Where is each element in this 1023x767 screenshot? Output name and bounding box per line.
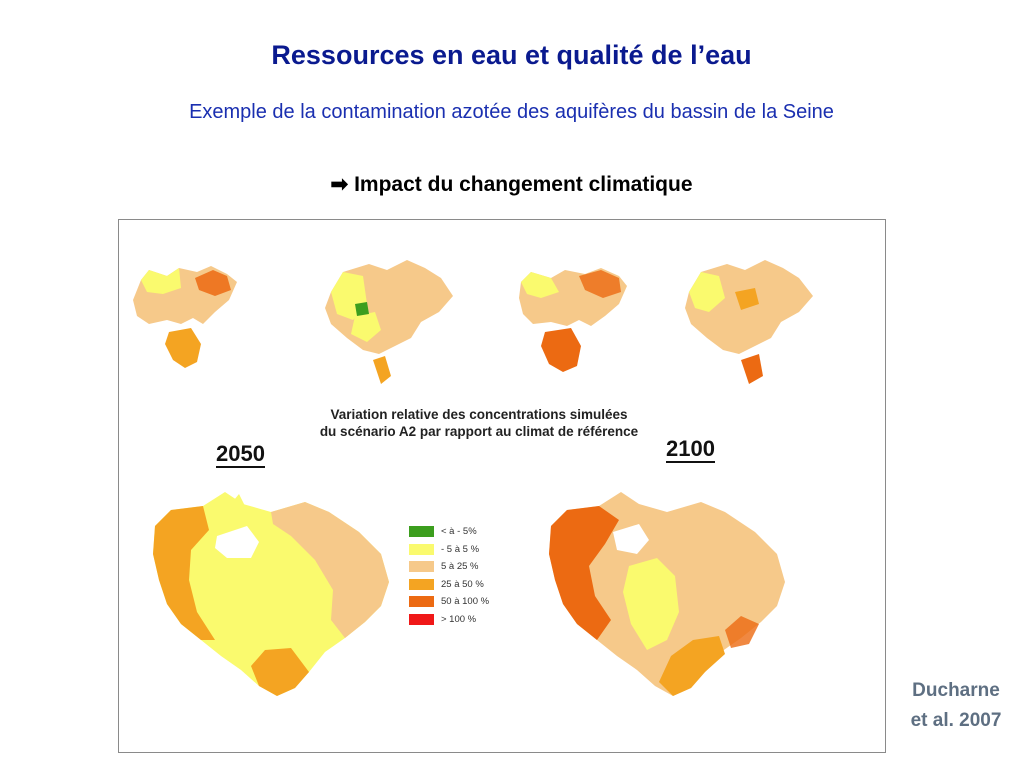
legend-swatch — [409, 526, 434, 538]
arrow-right-icon: ➡ — [330, 173, 349, 196]
legend-swatch — [409, 613, 434, 625]
legend-item: > 100 % — [409, 611, 489, 629]
legend-swatch — [409, 543, 434, 555]
credit-line-1: Ducharne — [912, 680, 1000, 701]
legend-swatch — [409, 578, 434, 590]
legend-label: 5 à 25 % — [441, 561, 479, 573]
small-map-2100-b — [685, 260, 813, 384]
small-map-2100-a — [519, 268, 627, 372]
large-map-2050 — [153, 492, 389, 696]
credit-line-2: et al. 2007 — [910, 710, 1002, 731]
legend-label: 50 à 100 % — [441, 596, 490, 608]
legend-label: > 100 % — [441, 613, 477, 625]
legend-swatch — [409, 596, 434, 608]
map-legend: < à - 5% - 5 à 5 % 5 à 25 % 25 à 50 % 50… — [409, 523, 489, 628]
caption-line-2: du scénario A2 par rapport au climat de … — [319, 424, 639, 439]
map-canvas — [133, 260, 813, 696]
legend-item: 5 à 25 % — [409, 558, 489, 576]
map-caption: Variation relative des concentrations si… — [299, 406, 659, 440]
slide-subtitle: Exemple de la contamination azotée des a… — [189, 101, 834, 123]
impact-text: Impact du changement climatique — [354, 173, 693, 196]
small-map-2050-b — [325, 260, 453, 384]
impact-heading: ➡ Impact du changement climatique — [0, 172, 1023, 197]
year-label-2100: 2100 — [666, 436, 715, 463]
source-credit: Ducharne et al. 2007 — [892, 676, 1020, 736]
legend-item: 50 à 100 % — [409, 593, 489, 611]
legend-item: - 5 à 5 % — [409, 541, 489, 559]
slide-title: Ressources en eau et qualité de l’eau — [271, 40, 752, 70]
caption-line-1: Variation relative des concentrations si… — [330, 407, 628, 422]
large-map-2100 — [549, 492, 785, 696]
year-label-2050: 2050 — [216, 441, 265, 468]
legend-item: 25 à 50 % — [409, 576, 489, 594]
legend-label: < à - 5% — [441, 526, 477, 538]
legend-label: 25 à 50 % — [441, 578, 484, 590]
small-map-2050-a — [133, 266, 237, 368]
legend-swatch — [409, 561, 434, 573]
map-figure: Variation relative des concentrations si… — [118, 219, 886, 753]
legend-item: < à - 5% — [409, 523, 489, 541]
legend-label: - 5 à 5 % — [441, 543, 480, 555]
